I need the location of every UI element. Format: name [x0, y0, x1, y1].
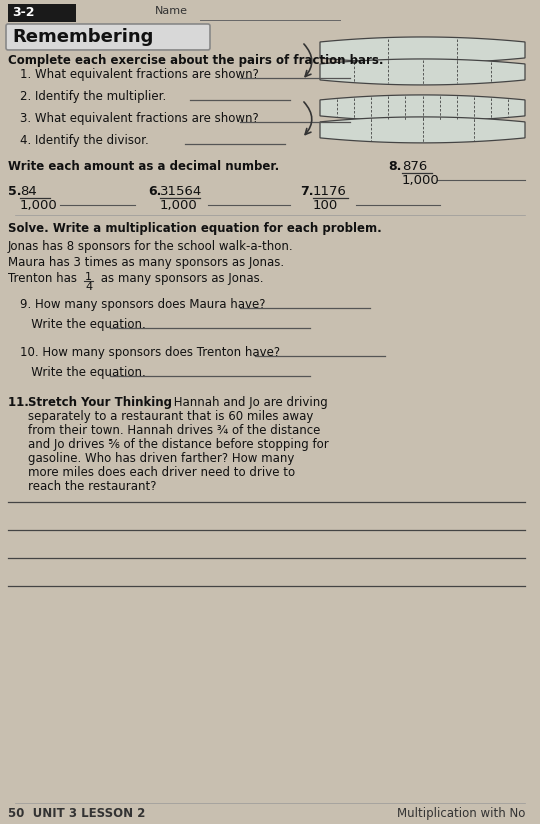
Text: as many sponsors as Jonas.: as many sponsors as Jonas. — [97, 272, 264, 285]
Text: 9. How many sponsors does Maura have?: 9. How many sponsors does Maura have? — [20, 297, 266, 311]
Text: Hannah and Jo are driving: Hannah and Jo are driving — [170, 396, 328, 409]
Text: 4. Identify the divisor.: 4. Identify the divisor. — [20, 133, 148, 147]
Text: Write each amount as a decimal number.: Write each amount as a decimal number. — [8, 160, 279, 173]
Text: Stretch Your Thinking: Stretch Your Thinking — [28, 396, 172, 409]
Polygon shape — [320, 37, 525, 63]
Text: 50  UNIT 3 LESSON 2: 50 UNIT 3 LESSON 2 — [8, 808, 145, 821]
Text: Multiplication with No: Multiplication with No — [396, 808, 525, 821]
Text: 7.: 7. — [300, 185, 314, 198]
Text: 6.: 6. — [148, 185, 161, 198]
Text: 11.: 11. — [8, 396, 33, 409]
Text: Trenton has: Trenton has — [8, 272, 81, 285]
Text: from their town. Hannah drives ¾ of the distance: from their town. Hannah drives ¾ of the … — [28, 424, 320, 437]
Text: 31564: 31564 — [160, 185, 202, 198]
Text: Remembering: Remembering — [12, 28, 153, 46]
Text: 876: 876 — [402, 160, 427, 173]
Polygon shape — [320, 95, 525, 121]
Polygon shape — [320, 117, 525, 143]
Text: 1,000: 1,000 — [160, 199, 198, 212]
Text: 3-2: 3-2 — [12, 6, 35, 19]
Text: Write the equation.: Write the equation. — [20, 318, 146, 330]
Text: Complete each exercise about the pairs of fraction bars.: Complete each exercise about the pairs o… — [8, 54, 383, 67]
Text: gasoline. Who has driven farther? How many: gasoline. Who has driven farther? How ma… — [28, 452, 294, 465]
FancyBboxPatch shape — [6, 24, 210, 50]
Text: reach the restaurant?: reach the restaurant? — [28, 480, 157, 493]
Text: 100: 100 — [313, 199, 338, 212]
Text: 8.: 8. — [388, 160, 401, 173]
Text: 10. How many sponsors does Trenton have?: 10. How many sponsors does Trenton have? — [20, 346, 280, 358]
Text: Solve. Write a multiplication equation for each problem.: Solve. Write a multiplication equation f… — [8, 222, 382, 235]
Text: 4: 4 — [85, 282, 92, 292]
Bar — [8, 4, 76, 22]
Polygon shape — [320, 59, 525, 85]
Text: 1,000: 1,000 — [402, 174, 440, 187]
Text: Name: Name — [155, 6, 188, 16]
Text: 2. Identify the multiplier.: 2. Identify the multiplier. — [20, 90, 166, 103]
Text: more miles does each driver need to drive to: more miles does each driver need to driv… — [28, 466, 295, 479]
Text: Maura has 3 times as many sponsors as Jonas.: Maura has 3 times as many sponsors as Jo… — [8, 255, 284, 269]
Text: 5.: 5. — [8, 185, 22, 198]
Text: 1. What equivalent fractions are shown?: 1. What equivalent fractions are shown? — [20, 68, 259, 81]
Text: and Jo drives ⅚ of the distance before stopping for: and Jo drives ⅚ of the distance before s… — [28, 438, 329, 451]
Text: 3. What equivalent fractions are shown?: 3. What equivalent fractions are shown? — [20, 112, 259, 125]
Text: 1176: 1176 — [313, 185, 347, 198]
Text: 1,000: 1,000 — [20, 199, 58, 212]
Text: Write the equation.: Write the equation. — [20, 366, 146, 379]
Text: separately to a restaurant that is 60 miles away: separately to a restaurant that is 60 mi… — [28, 410, 313, 423]
Text: 84: 84 — [20, 185, 37, 198]
Text: Jonas has 8 sponsors for the school walk-a-thon.: Jonas has 8 sponsors for the school walk… — [8, 240, 294, 253]
Text: 1: 1 — [85, 272, 92, 282]
